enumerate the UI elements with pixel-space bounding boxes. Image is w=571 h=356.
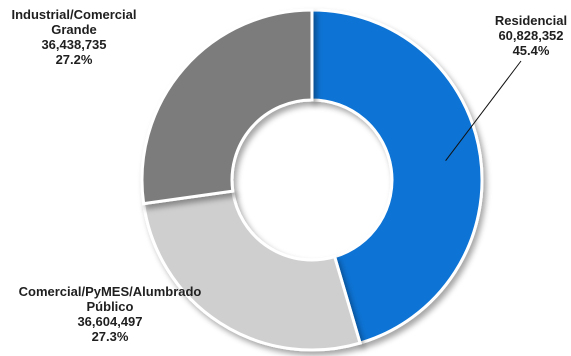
slice-comercial-pymes-alumbrado-p-blico bbox=[141, 189, 362, 352]
label-percent-industrial-comercial-grande: 27.2% bbox=[56, 52, 93, 67]
slice-residencial bbox=[310, 8, 484, 345]
label-name-comercial-pymes-alumbrado-p-blico: Comercial/PyMES/Alumbrado bbox=[19, 284, 202, 299]
label-name-industrial-comercial-grande: Grande bbox=[51, 22, 97, 37]
label-name-residencial: Residencial bbox=[495, 13, 567, 28]
label-value-comercial-pymes-alumbrado-p-blico: 36,604,497 bbox=[77, 314, 142, 329]
data-label-comercial-pymes-alumbrado-p-blico: Comercial/PyMES/AlumbradoPúblico36,604,4… bbox=[19, 284, 202, 344]
label-name-industrial-comercial-grande: Industrial/Comercial bbox=[12, 7, 137, 22]
label-percent-comercial-pymes-alumbrado-p-blico: 27.3% bbox=[92, 329, 129, 344]
label-value-industrial-comercial-grande: 36,438,735 bbox=[41, 37, 106, 52]
slices-layer bbox=[140, 8, 484, 352]
label-value-residencial: 60,828,352 bbox=[498, 28, 563, 43]
label-percent-residencial: 45.4% bbox=[513, 43, 550, 58]
leader-line-residencial bbox=[445, 60, 522, 162]
label-name-comercial-pymes-alumbrado-p-blico: Público bbox=[87, 299, 134, 314]
leader-lines-layer bbox=[445, 60, 522, 162]
data-label-industrial-comercial-grande: Industrial/ComercialGrande36,438,73527.2… bbox=[12, 7, 137, 67]
slice-industrial-comercial-grande bbox=[140, 8, 314, 206]
